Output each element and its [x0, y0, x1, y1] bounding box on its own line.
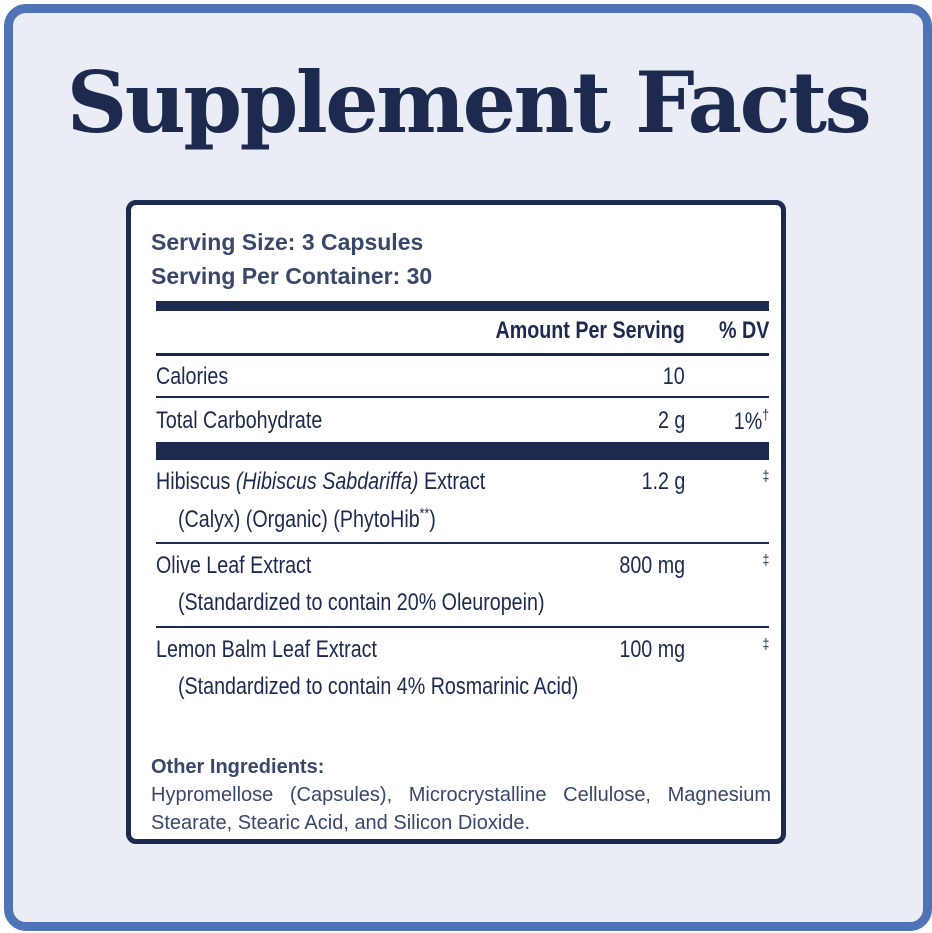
table-row-lemon-balm: Lemon Balm Leaf Extract (Standardized to… — [156, 628, 769, 710]
row-amount: 2 g — [657, 407, 685, 434]
table-row-olive-leaf: Olive Leaf Extract (Standardized to cont… — [156, 544, 769, 626]
serving-per-container: Serving Per Container: 30 — [151, 263, 433, 289]
serving-size: Serving Size: 3 Capsules — [151, 229, 424, 255]
table-row-carbohydrate: Total Carbohydrate 2 g 1%† — [156, 398, 769, 442]
row-amount: 100 mg — [619, 636, 685, 663]
divider-thick — [156, 442, 769, 460]
divider — [156, 626, 769, 628]
table-header: Amount Per Serving % DV — [156, 311, 769, 353]
row-amount: 1.2 g — [641, 468, 685, 495]
serving-info: Serving Size: 3 Capsules Serving Per Con… — [151, 225, 432, 293]
table-row-calories: Calories 10 — [156, 356, 769, 396]
row-amount: 10 — [663, 363, 685, 390]
row-dv: ‡ — [762, 468, 769, 485]
row-dv: ‡ — [762, 636, 769, 653]
row-name: Lemon Balm Leaf Extract — [156, 636, 377, 663]
other-ingredients-header: Other Ingredients: — [151, 756, 325, 778]
row-amount: 800 mg — [619, 552, 685, 579]
label-frame: Supplement Facts Serving Size: 3 Capsule… — [4, 4, 932, 931]
dagger-mark: † — [762, 407, 769, 424]
row-subtext: (Standardized to contain 4% Rosmarinic A… — [178, 673, 579, 700]
divider — [156, 396, 769, 398]
amount-column-header: Amount Per Serving — [495, 317, 685, 344]
other-ingredients: Other Ingredients: Hypromellose (Capsule… — [151, 753, 771, 837]
divider-thick — [156, 301, 769, 311]
dv-column-header: % DV — [718, 317, 769, 344]
page-title: Supplement Facts — [66, 53, 872, 152]
row-name: Hibiscus (Hibiscus Sabdariffa) Extract — [156, 468, 486, 495]
divider — [156, 353, 769, 356]
row-subtext: (Standardized to contain 20% Oleuropein) — [178, 589, 545, 616]
row-name: Calories — [156, 363, 229, 390]
facts-panel: Serving Size: 3 Capsules Serving Per Con… — [126, 200, 786, 844]
row-name: Olive Leaf Extract — [156, 552, 312, 579]
facts-table: Amount Per Serving % DV Calories 10 Tota… — [156, 301, 769, 710]
row-dv: 1%† — [733, 407, 769, 435]
row-name: Total Carbohydrate — [156, 407, 323, 434]
row-subtext: (Calyx) (Organic) (PhytoHib**) — [178, 505, 436, 533]
table-row-hibiscus: Hibiscus (Hibiscus Sabdariffa) Extract (… — [156, 460, 769, 542]
divider — [156, 542, 769, 544]
row-dv: ‡ — [762, 552, 769, 569]
other-ingredients-text: Hypromellose (Capsules), Microcrystallin… — [151, 784, 771, 834]
